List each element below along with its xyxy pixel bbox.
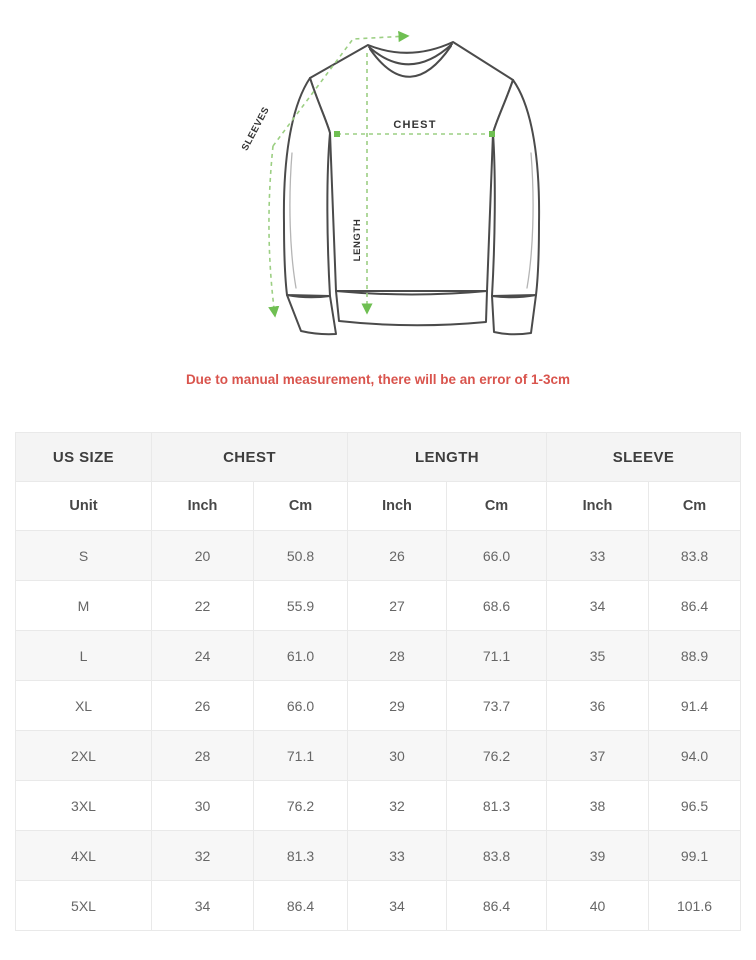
measurement-cell: 34	[151, 880, 254, 931]
sweatshirt-collar-rib	[368, 43, 453, 66]
measurement-cell: 36	[546, 680, 650, 731]
measurement-cell: 94.0	[648, 730, 742, 781]
chest-endpoint-marker	[334, 131, 340, 137]
chest-label: CHEST	[393, 119, 436, 131]
measurement-cell: 30	[347, 730, 447, 781]
measurement-cell: 50.8	[253, 530, 348, 581]
measurement-cell: 28	[347, 630, 447, 681]
measurement-note: Due to manual measurement, there will be…	[185, 372, 571, 387]
unit-header-cell: Cm	[445, 481, 548, 531]
measurement-cell: 68.6	[445, 580, 548, 631]
measurement-cell: 55.9	[253, 580, 348, 631]
measurement-cell: 32	[151, 830, 254, 881]
measurement-cell: 39	[546, 830, 650, 881]
unit-header-row: Unit Inch Cm Inch Cm Inch Cm	[15, 481, 742, 531]
measurement-cell: 27	[347, 580, 447, 631]
size-label-cell: 3XL	[15, 780, 152, 831]
size-label-cell: M	[15, 580, 152, 631]
measurement-cell: 73.7	[445, 680, 548, 731]
table-row: XL 26 66.0 29 73.7 36 91.4	[15, 680, 742, 731]
unit-header-cell: Unit	[15, 481, 152, 531]
right-sleeve-crease	[526, 152, 534, 289]
group-header-us-size: US SIZE	[15, 432, 152, 482]
group-header-sleeve: SLEEVE	[546, 432, 742, 482]
sweatshirt-body	[309, 41, 514, 292]
table-row: 3XL 30 76.2 32 81.3 38 96.5	[15, 780, 742, 831]
size-label-cell: 4XL	[15, 830, 152, 881]
size-chart-table: US SIZE CHEST LENGTH SLEEVE Unit Inch Cm…	[15, 432, 742, 931]
measurement-cell: 99.1	[648, 830, 742, 881]
group-header-chest: CHEST	[151, 432, 348, 482]
table-row: 2XL 28 71.1 30 76.2 37 94.0	[15, 730, 742, 781]
measurement-cell: 20	[151, 530, 254, 581]
size-label-cell: XL	[15, 680, 152, 731]
measurement-cell: 33	[546, 530, 650, 581]
measurement-cell: 71.1	[445, 630, 548, 681]
measurement-cell: 83.8	[445, 830, 548, 881]
table-row: 4XL 32 81.3 33 83.8 39 99.1	[15, 830, 742, 881]
unit-header-cell: Cm	[648, 481, 742, 531]
table-row: M 22 55.9 27 68.6 34 86.4	[15, 580, 742, 631]
size-label-cell: L	[15, 630, 152, 681]
measurement-cell: 91.4	[648, 680, 742, 731]
chest-endpoint-marker	[489, 131, 495, 137]
measurement-cell: 86.4	[445, 880, 548, 931]
length-label: LENGTH	[352, 219, 363, 262]
measurement-cell: 30	[151, 780, 254, 831]
measurement-cell: 96.5	[648, 780, 742, 831]
measurement-cell: 38	[546, 780, 650, 831]
measurement-cell: 22	[151, 580, 254, 631]
sweatshirt-waistband	[335, 290, 488, 327]
measurement-cell: 24	[151, 630, 254, 681]
measurement-cell: 88.9	[648, 630, 742, 681]
unit-header-cell: Inch	[347, 481, 447, 531]
measurement-cell: 34	[546, 580, 650, 631]
size-table-body: S 20 50.8 26 66.0 33 83.8 M 22 55.9 27 68.6 34 86.4 L 2…	[15, 530, 742, 931]
measurement-cell: 61.0	[253, 630, 348, 681]
measurement-cell: 34	[347, 880, 447, 931]
table-row: S 20 50.8 26 66.0 33 83.8	[15, 530, 742, 581]
measurement-cell: 32	[347, 780, 447, 831]
unit-header-cell: Inch	[546, 481, 650, 531]
size-label-cell: 2XL	[15, 730, 152, 781]
measurement-cell: 71.1	[253, 730, 348, 781]
sweatshirt-right-cuff	[491, 294, 537, 336]
measurement-cell: 37	[546, 730, 650, 781]
measurement-cell: 81.3	[445, 780, 548, 831]
sleeve-measure-line-upper	[272, 30, 410, 147]
measurement-cell: 33	[347, 830, 447, 881]
measurement-cell: 86.4	[253, 880, 348, 931]
group-header-row: US SIZE CHEST LENGTH SLEEVE	[15, 432, 742, 482]
unit-header-cell: Cm	[253, 481, 348, 531]
table-row: L 24 61.0 28 71.1 35 88.9	[15, 630, 742, 681]
measurement-cell: 35	[546, 630, 650, 681]
measurement-cell: 26	[151, 680, 254, 731]
measurement-cell: 101.6	[648, 880, 742, 931]
measurement-cell: 26	[347, 530, 447, 581]
size-label-cell: S	[15, 530, 152, 581]
unit-header-cell: Inch	[151, 481, 254, 531]
table-row: 5XL 34 86.4 34 86.4 40 101.6	[15, 880, 742, 931]
sweatshirt-left-cuff	[286, 294, 337, 336]
measurement-cell: 28	[151, 730, 254, 781]
measurement-cell: 83.8	[648, 530, 742, 581]
measurement-cell: 29	[347, 680, 447, 731]
measurement-cell: 86.4	[648, 580, 742, 631]
measurement-cell: 66.0	[253, 680, 348, 731]
measurement-cell: 40	[546, 880, 650, 931]
sleeve-measure-line-lower	[268, 145, 280, 318]
measurement-cell: 66.0	[445, 530, 548, 581]
left-sleeve-crease	[289, 152, 297, 289]
group-header-length: LENGTH	[346, 432, 548, 482]
sweatshirt-collar-rib	[369, 45, 452, 78]
measurement-cell: 76.2	[253, 780, 348, 831]
garment-diagram: CHEST LENGTH SLEEVES	[240, 30, 541, 336]
measurement-cell: 81.3	[253, 830, 348, 881]
measurement-cell: 76.2	[445, 730, 548, 781]
sleeves-label: SLEEVES	[240, 105, 272, 153]
size-label-cell: 5XL	[15, 880, 152, 931]
